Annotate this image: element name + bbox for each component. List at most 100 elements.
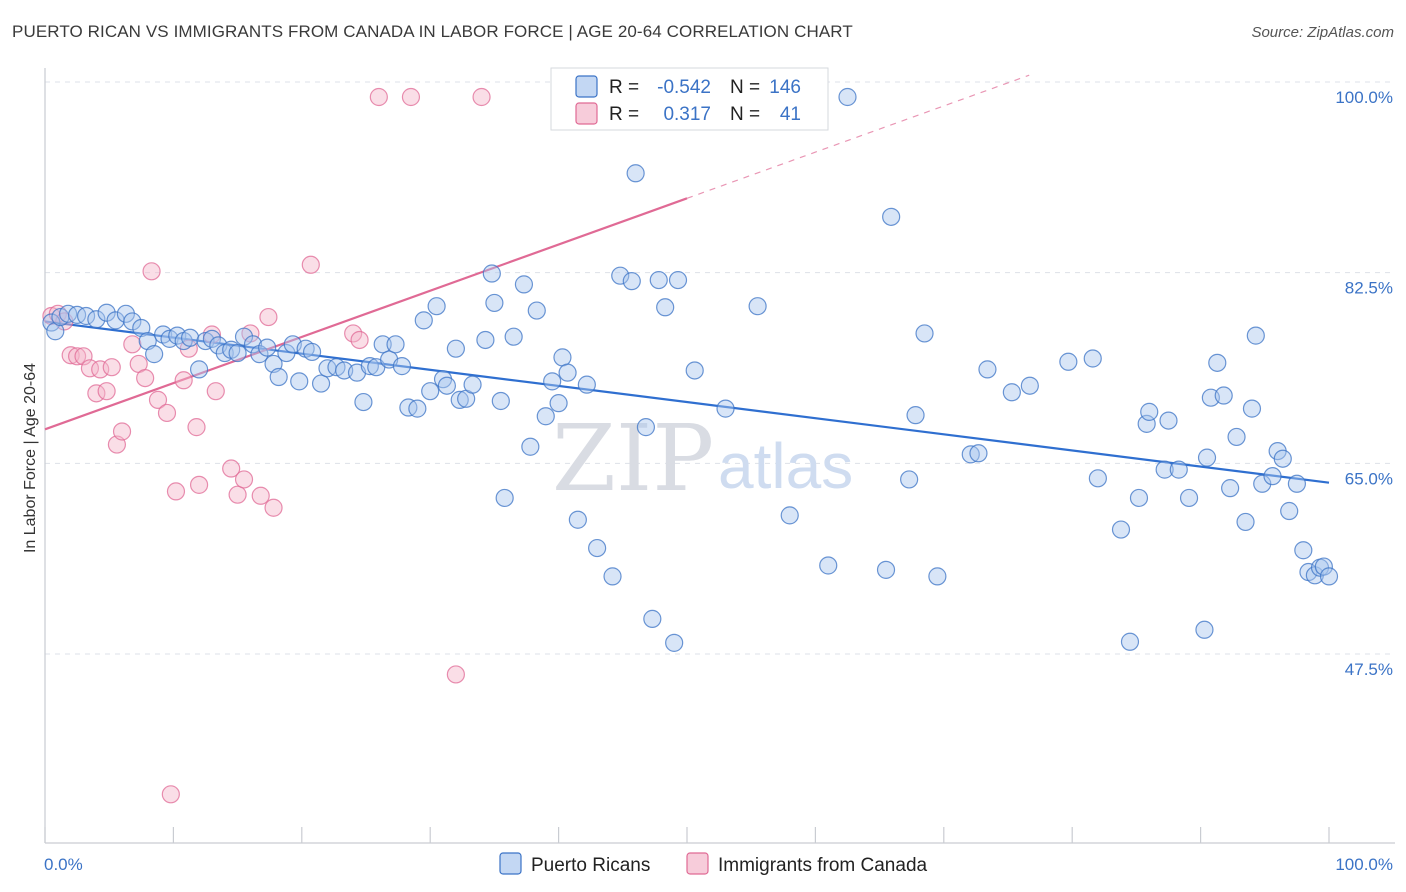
point-puerto-ricans-29 (258, 338, 277, 357)
point-puerto-ricans-10 (123, 312, 142, 331)
point-puerto-ricans-62 (485, 293, 504, 313)
point-immigrants-from-canada-24 (189, 475, 209, 494)
point-puerto-ricans-13 (145, 345, 164, 364)
point-immigrants-from-canada-39 (446, 665, 465, 684)
point-puerto-ricans-98 (915, 324, 934, 343)
point-immigrants-from-canada-13 (123, 335, 142, 354)
point-puerto-ricans-118 (1197, 448, 1217, 467)
y-tick-label-2: 82.5% (1345, 279, 1393, 298)
point-puerto-ricans-72 (553, 348, 572, 367)
point-immigrants-from-canada-9 (97, 382, 116, 401)
point-immigrants-from-canada-26 (206, 382, 225, 401)
point-puerto-ricans-70 (543, 372, 562, 391)
point-puerto-ricans-114 (1159, 411, 1178, 430)
point-immigrants-from-canada-25 (202, 325, 222, 344)
point-puerto-ricans-97 (906, 406, 925, 425)
y-tick-label-1: 65.0% (1345, 469, 1393, 488)
point-puerto-ricans-99 (928, 567, 947, 586)
point-puerto-ricans-66 (514, 275, 534, 294)
point-puerto-ricans-76 (588, 538, 607, 558)
point-puerto-ricans-77 (603, 567, 622, 586)
point-puerto-ricans-71 (549, 394, 568, 413)
point-immigrants-from-canada-16 (142, 262, 161, 281)
grid (45, 81, 1395, 655)
point-puerto-ricans-67 (521, 437, 540, 456)
point-puerto-ricans-112 (1140, 402, 1159, 421)
point-immigrants-from-canada-4 (67, 347, 87, 366)
point-puerto-ricans-93 (838, 87, 857, 107)
point-immigrants-from-canada-34 (301, 255, 320, 274)
point-immigrants-from-canada-19 (161, 785, 180, 804)
legend-n-label-pink: N = (730, 104, 760, 125)
point-puerto-ricans-138 (1319, 567, 1339, 586)
legend-r-label-pink: R = (609, 104, 639, 125)
series-legend-label-pink: Immigrants from Canada (718, 855, 928, 876)
point-puerto-ricans-64 (495, 488, 514, 508)
point-puerto-ricans-124 (1236, 512, 1255, 532)
point-puerto-ricans-43 (360, 357, 379, 376)
point-puerto-ricans-133 (1294, 541, 1313, 560)
point-puerto-ricans-83 (649, 270, 668, 290)
point-immigrants-from-canada-40 (472, 87, 491, 107)
point-puerto-ricans-75 (577, 375, 596, 394)
point-puerto-ricans-42 (354, 392, 373, 412)
point-puerto-ricans-125 (1242, 399, 1262, 418)
watermark-zip: ZIP (552, 405, 714, 512)
point-puerto-ricans-34 (290, 372, 309, 391)
point-puerto-ricans-74 (568, 510, 587, 529)
point-puerto-ricans-110 (1129, 488, 1149, 508)
point-puerto-ricans-132 (1287, 474, 1307, 493)
point-puerto-ricans-130 (1273, 449, 1292, 468)
y-tick-label-3: 100.0% (1335, 88, 1393, 107)
point-puerto-ricans-59 (463, 375, 482, 394)
series-legend: Puerto Ricans Immigrants from Canada (499, 852, 928, 876)
data-points (42, 87, 1339, 804)
point-immigrants-from-canada-8 (91, 360, 110, 379)
point-puerto-ricans-100 (961, 445, 980, 464)
point-immigrants-from-canada-36 (350, 330, 369, 350)
point-puerto-ricans-61 (482, 264, 501, 283)
point-puerto-ricans-0 (42, 313, 61, 332)
point-puerto-ricans-87 (685, 361, 704, 380)
point-puerto-ricans-107 (1088, 469, 1107, 488)
point-puerto-ricans-45 (373, 335, 392, 354)
point-puerto-ricans-122 (1221, 479, 1240, 498)
point-immigrants-from-canada-17 (148, 390, 168, 409)
point-puerto-ricans-92 (819, 556, 838, 575)
point-puerto-ricans-9 (116, 304, 135, 323)
axes (44, 68, 1395, 844)
point-puerto-ricans-113 (1155, 460, 1174, 479)
point-puerto-ricans-51 (414, 311, 433, 330)
point-puerto-ricans-105 (1059, 352, 1078, 371)
point-puerto-ricans-56 (446, 339, 465, 358)
point-puerto-ricans-95 (882, 207, 901, 226)
point-puerto-ricans-50 (408, 399, 427, 418)
point-puerto-ricans-103 (1002, 383, 1021, 402)
point-puerto-ricans-47 (386, 335, 405, 354)
point-puerto-ricans-84 (656, 298, 675, 317)
point-puerto-ricans-19 (189, 360, 209, 379)
point-puerto-ricans-101 (969, 444, 988, 463)
y-tick-label-0: 47.5% (1345, 660, 1393, 679)
point-puerto-ricans-21 (202, 329, 222, 348)
point-puerto-ricans-65 (504, 327, 523, 346)
legend-swatch-blue (575, 75, 598, 98)
point-puerto-ricans-116 (1179, 488, 1199, 508)
point-puerto-ricans-89 (748, 297, 767, 316)
point-puerto-ricans-53 (427, 297, 446, 316)
point-puerto-ricans-96 (900, 470, 919, 489)
point-immigrants-from-canada-15 (136, 368, 155, 388)
point-immigrants-from-canada-3 (61, 346, 80, 365)
point-puerto-ricans-127 (1253, 474, 1272, 493)
point-puerto-ricans-86 (668, 270, 688, 290)
trend-line-immigrants-from-canada (44, 197, 688, 431)
point-puerto-ricans-108 (1111, 520, 1131, 539)
point-immigrants-from-canada-20 (166, 482, 186, 501)
point-puerto-ricans-78 (611, 266, 630, 285)
point-immigrants-from-canada-38 (401, 87, 421, 107)
legend-r-label-blue: R = (609, 77, 639, 98)
point-puerto-ricans-120 (1208, 353, 1227, 372)
point-immigrants-from-canada-31 (251, 486, 270, 505)
point-puerto-ricans-79 (622, 272, 641, 291)
